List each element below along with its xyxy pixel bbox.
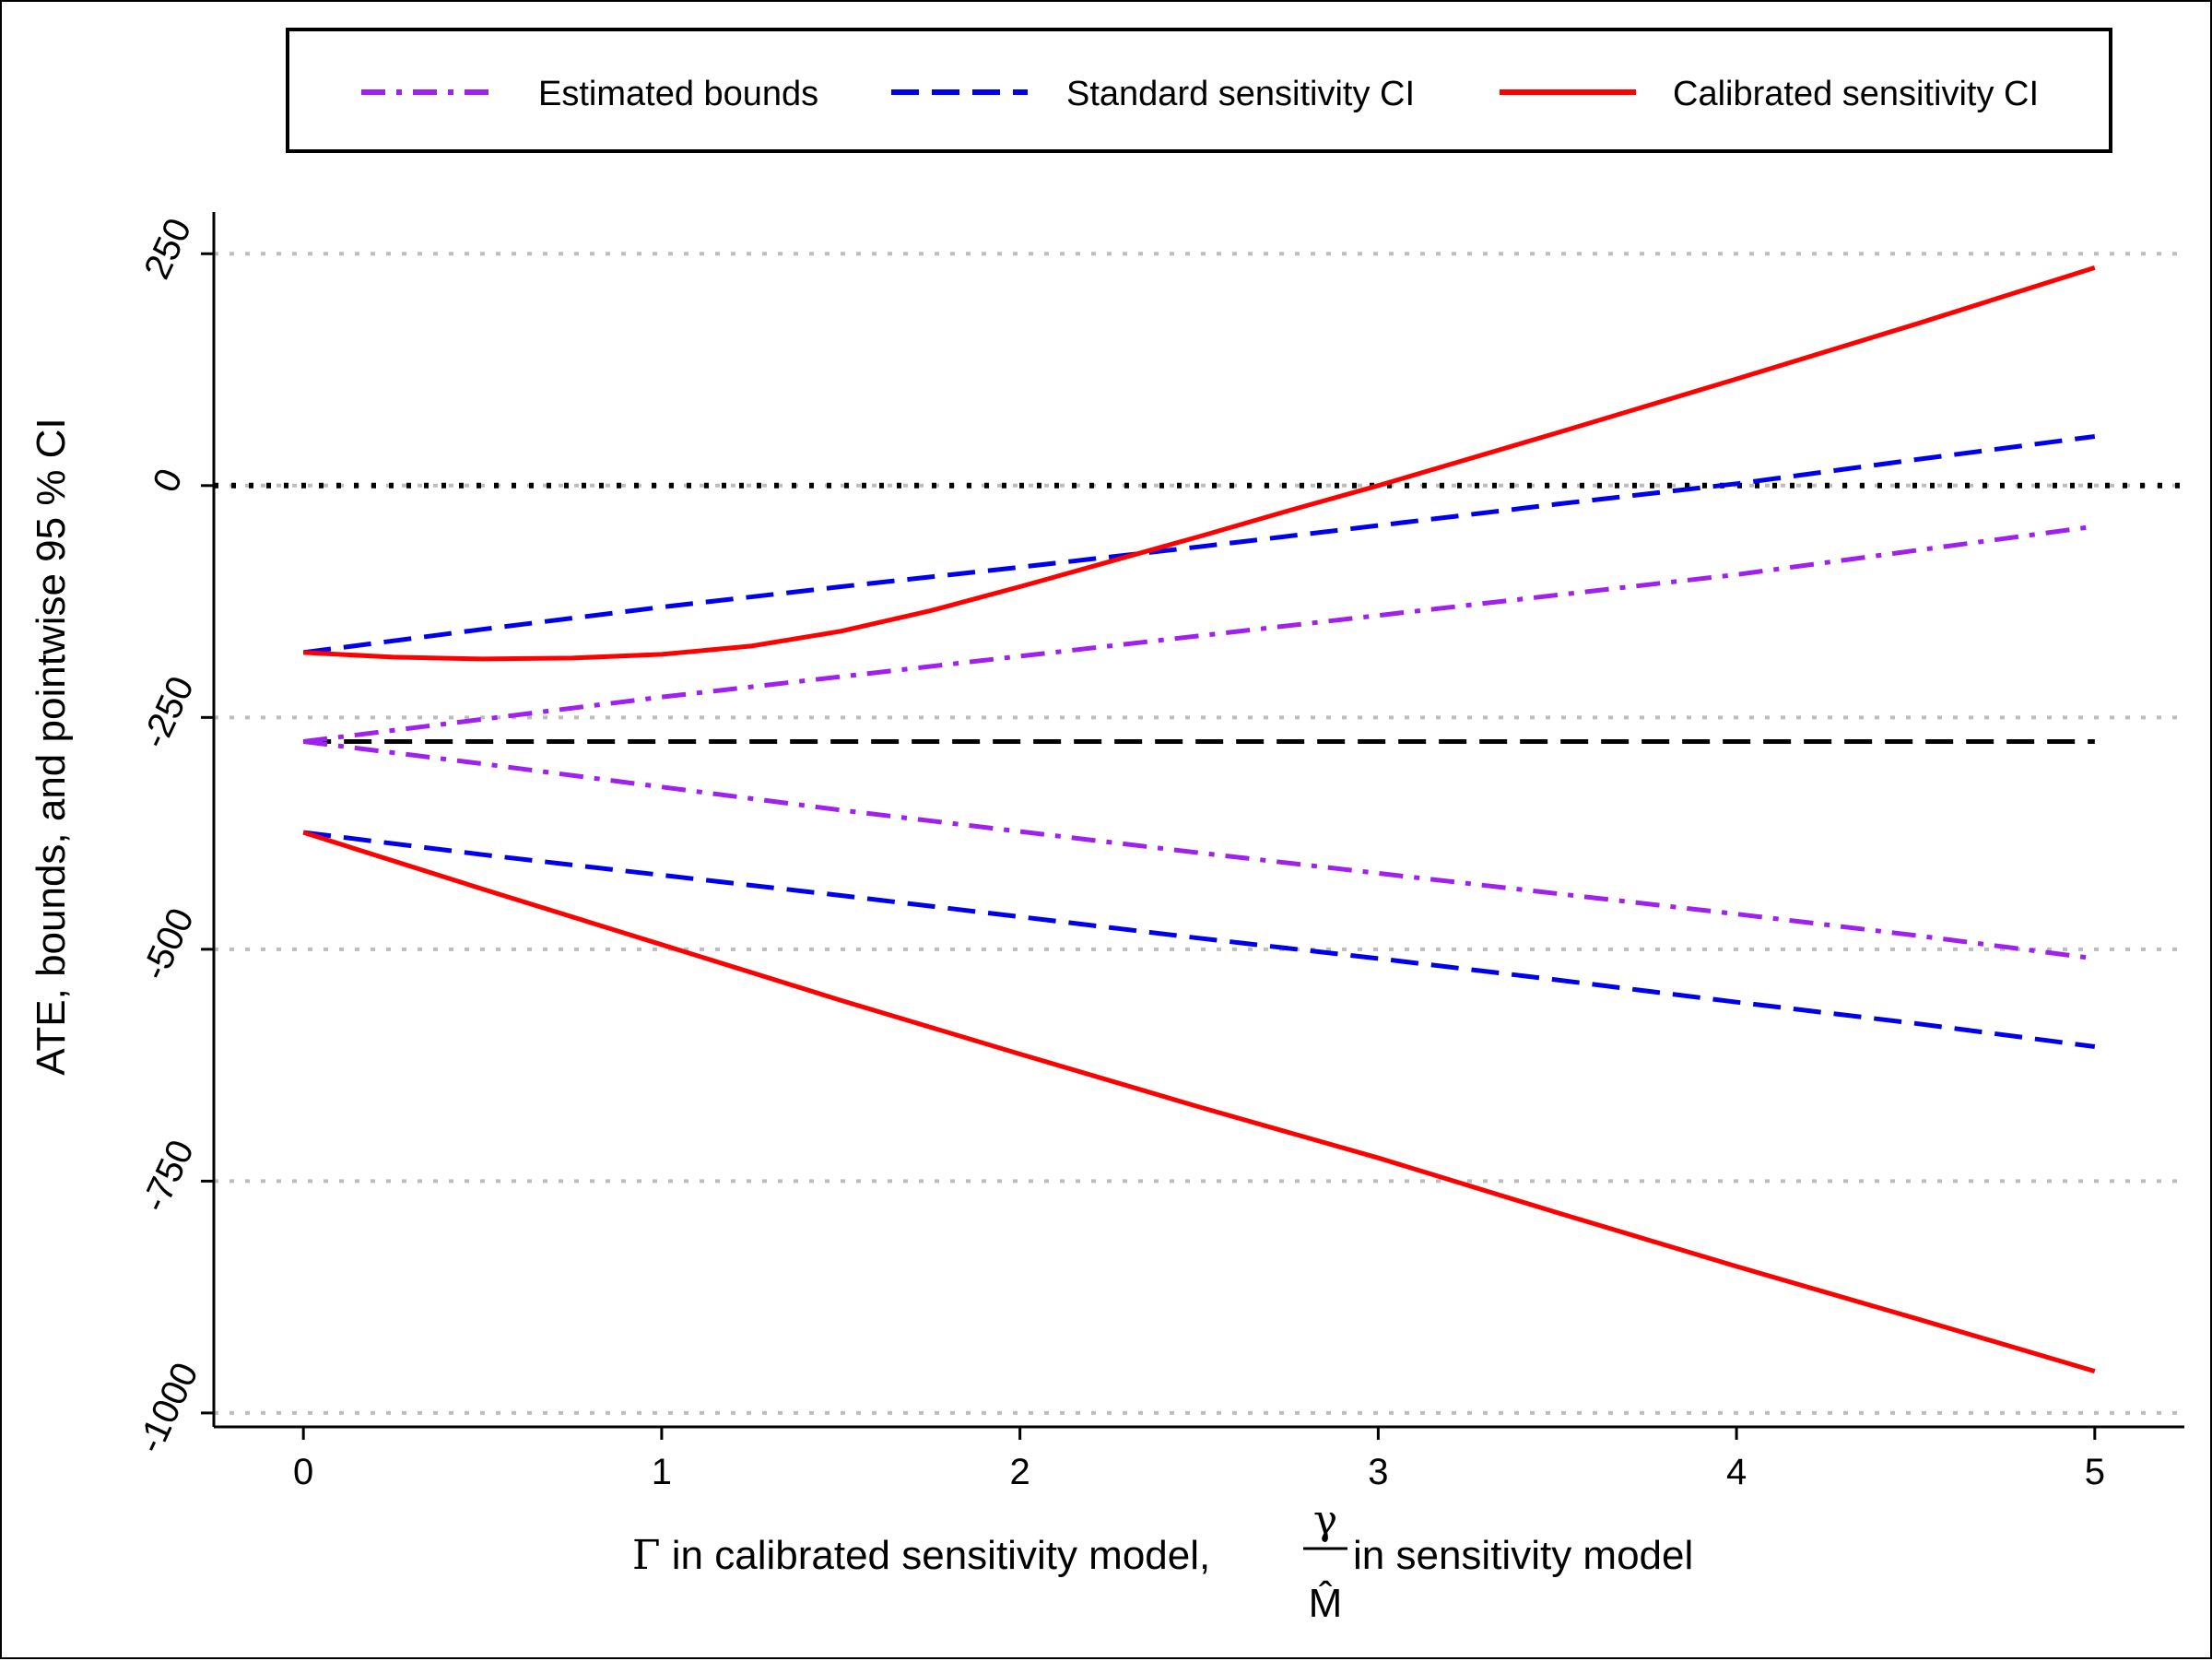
x-axis-title-fraction-numerator: γ (1313, 1497, 1337, 1544)
y-tick-label-2: -250 (134, 670, 202, 754)
x-axis-title-middle: in calibrated sensitivity model, (661, 1533, 1211, 1578)
y-tick-label-1: 0 (146, 463, 191, 499)
x-tick-label-2: 2 (1010, 1452, 1030, 1492)
x-axis-title-fraction-denominator: M̂ (1309, 1580, 1343, 1626)
axes (212, 212, 2184, 1429)
x-axis-title-suffix: in sensitivity model (1353, 1533, 1693, 1578)
x-axis-title-symbol: Γ (632, 1532, 661, 1579)
y-tick-label-4: -750 (134, 1134, 202, 1218)
x-tick-label-1: 1 (652, 1452, 672, 1492)
x-tick-label-4: 4 (1726, 1452, 1747, 1492)
svg-text:Γ in calibrated sensitivity mo: Γ in calibrated sensitivity model, (632, 1532, 1210, 1579)
series-line-3 (302, 830, 2096, 1049)
legend-label-1: Standard sensitivity CI (1066, 75, 1415, 113)
x-tick-label-0: 0 (293, 1452, 313, 1492)
legend-box (286, 28, 2112, 153)
y-axis-title: ATE, bounds, and pointwise 95 % CI (29, 418, 74, 1075)
legend-label-0: Estimated bounds (538, 75, 818, 113)
y-tick-label-0: 250 (136, 212, 199, 285)
y-tick-label-5: -1000 (130, 1357, 206, 1459)
series-group (302, 265, 2096, 1373)
x-tick-label-5: 5 (2085, 1452, 2105, 1492)
reference-lines (214, 482, 2184, 744)
series-line-5 (302, 830, 2096, 1373)
series-line-0 (302, 524, 2096, 744)
y-tick-label-3: -500 (134, 902, 202, 986)
x-axis-title: Γ in calibrated sensitivity model, γ M̂ … (632, 1497, 1693, 1626)
legend: Estimated bounds Standard sensitivity CI C… (286, 28, 2112, 153)
gridlines (214, 252, 2184, 1415)
tick-labels: 0 1 2 3 4 5 250 0 -250 -500 -750 -1000 (130, 212, 2105, 1492)
legend-label-2: Calibrated sensitivity CI (1673, 75, 2039, 113)
series-line-2 (302, 434, 2096, 655)
series-line-4 (303, 265, 2096, 662)
series-line-1 (302, 739, 2096, 961)
x-tick-label-3: 3 (1368, 1452, 1388, 1492)
